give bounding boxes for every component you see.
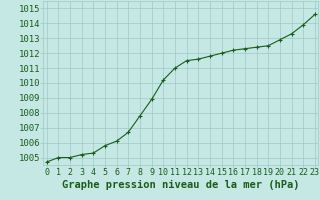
X-axis label: Graphe pression niveau de la mer (hPa): Graphe pression niveau de la mer (hPa) <box>62 180 300 190</box>
